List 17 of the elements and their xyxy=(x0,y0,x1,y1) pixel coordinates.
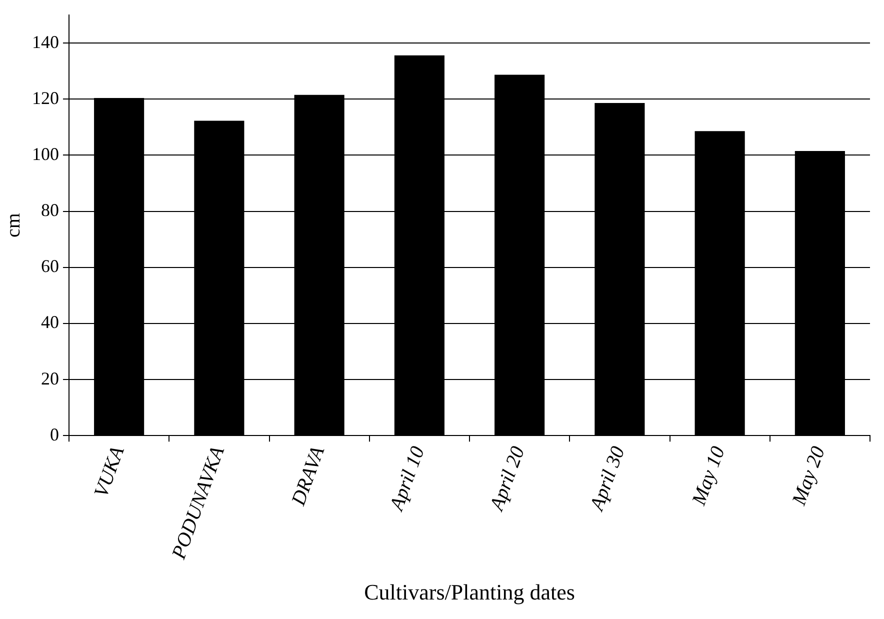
y-tick-label: 0 xyxy=(50,424,59,444)
y-tick-label: 60 xyxy=(41,256,59,276)
y-axis-title: cm xyxy=(2,212,24,238)
x-tick-label: VUKA xyxy=(90,442,129,500)
y-tick-label: 20 xyxy=(41,368,59,388)
y-tick-label: 120 xyxy=(32,88,59,108)
x-tick-label: April 10 xyxy=(385,444,430,516)
x-tick-label: April 30 xyxy=(585,444,630,516)
y-tick-label: 80 xyxy=(41,200,59,220)
y-tick-label: 140 xyxy=(32,32,59,52)
x-tick-label: May 10 xyxy=(688,444,730,510)
x-tick-label: April 20 xyxy=(485,444,530,516)
y-tick-label: 40 xyxy=(41,312,59,332)
x-tick-label: May 20 xyxy=(788,444,830,510)
x-axis-title: Cultivars/Planting dates xyxy=(364,580,575,605)
x-tick-label: DRAVA xyxy=(287,442,330,510)
y-tick-label: 100 xyxy=(32,144,59,164)
